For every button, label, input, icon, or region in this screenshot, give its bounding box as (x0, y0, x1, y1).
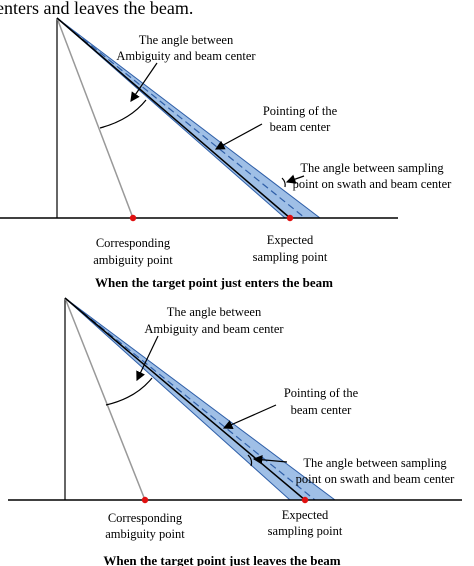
label: Pointing of the (284, 386, 359, 400)
label: point on swath and beam center (293, 177, 452, 191)
ambiguity-line (64, 297, 146, 501)
panel-1: The angle between Ambiguity and beam cen… (0, 17, 452, 290)
ambiguity-point (141, 496, 149, 504)
caption: When the target point just leaves the be… (103, 553, 340, 566)
label: Corresponding (108, 511, 183, 525)
label: beam center (291, 403, 353, 417)
beam-center (64, 297, 316, 501)
label: The angle between (167, 305, 262, 319)
label: Ambiguity and beam center (116, 49, 256, 63)
label: Ambiguity and beam center (144, 322, 284, 336)
label: The angle between sampling (300, 161, 444, 175)
caption: When the target point just enters the be… (95, 275, 333, 290)
label: ambiguity point (93, 253, 173, 267)
angle-arc (105, 377, 153, 406)
angle-arc (247, 454, 253, 467)
beam-center (56, 17, 306, 219)
label: Corresponding (96, 236, 171, 250)
target-line (56, 17, 291, 219)
arrow (214, 123, 263, 150)
label: sampling point (253, 250, 328, 264)
arrow (285, 174, 305, 184)
panel-2: The angle between Ambiguity and beam cen… (8, 297, 462, 566)
header-fragment: enters and leaves the beam. (0, 0, 193, 18)
label: The angle between (139, 33, 234, 47)
arrow (130, 62, 158, 102)
label: Expected (267, 233, 314, 247)
label: Pointing of the (263, 104, 338, 118)
angle-arc (281, 177, 286, 188)
beam (56, 17, 322, 219)
ambiguity-line (56, 17, 134, 219)
label: sampling point (268, 524, 343, 538)
sampling-point (286, 214, 294, 222)
label: point on swath and beam center (296, 472, 455, 486)
ambiguity-point (129, 214, 137, 222)
arrow (222, 404, 277, 429)
target-line (64, 297, 306, 501)
label: Expected (282, 508, 329, 522)
sampling-point (301, 496, 309, 504)
arrow (252, 454, 288, 465)
label: beam center (270, 120, 332, 134)
label: The angle between sampling (303, 456, 447, 470)
angle-arc (99, 99, 147, 129)
label: ambiguity point (105, 527, 185, 541)
arrow (136, 335, 159, 382)
